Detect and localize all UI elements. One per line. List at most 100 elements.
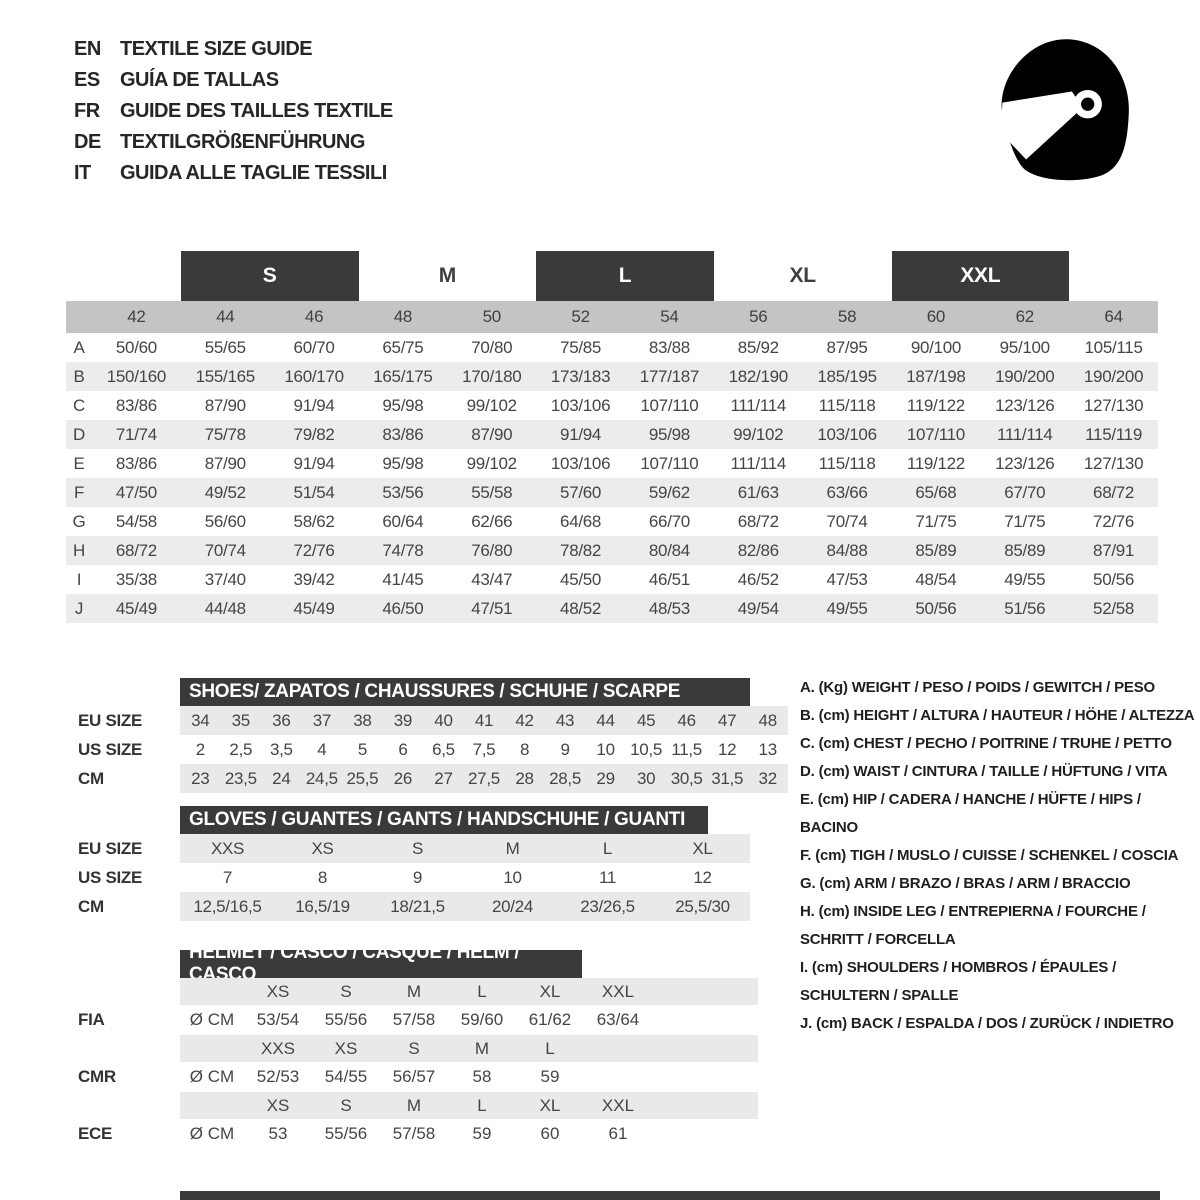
shoes-value: 28,5 [549, 768, 581, 788]
size-value: 41/45 [382, 569, 424, 589]
size-label-xxl: XXL [891, 251, 1070, 301]
helmet-size: S [340, 981, 352, 1001]
size-value: 47/53 [826, 569, 868, 589]
gloves-row-label: CM [78, 896, 104, 916]
legend-item: H. (cm) INSIDE LEG / ENTREPIERNA / FOURC… [800, 903, 1146, 948]
shoes-value: 43 [555, 710, 575, 730]
size-value: 50/60 [115, 337, 157, 357]
helmet-value: 53/54 [256, 1010, 300, 1029]
shoes-value: 30 [636, 768, 656, 788]
size-value: 95/98 [382, 453, 424, 473]
helmet-size: XS [334, 1038, 358, 1058]
helmet-value: 59 [472, 1124, 492, 1143]
language-title-block: EN TEXTILE SIZE GUIDE ES GUÍA DE TALLAS FR GU… [74, 34, 393, 189]
size-value: 61/63 [737, 482, 779, 502]
size-value: 50/56 [915, 598, 957, 618]
helmet-row-label [66, 1035, 180, 1062]
gloves-value: 9 [412, 867, 423, 887]
size-value: 68/72 [115, 540, 157, 560]
helmet-size: XL [539, 1095, 561, 1115]
legend-item: F. (cm) TIGH / MUSLO / CUISSE / SCHENKEL… [800, 847, 1179, 864]
helmet-value: 53 [268, 1124, 288, 1143]
helmet-unit-spacer [180, 978, 244, 1005]
helmet-sizes-cells: XS S M L XL XXL [180, 978, 758, 1005]
row-letter: J [74, 598, 84, 618]
size-value: 123/126 [995, 453, 1055, 473]
shoes-value: 8 [519, 739, 530, 759]
helmet-size: L [545, 1038, 555, 1058]
shoes-value: 7,5 [472, 739, 496, 759]
language-title-row: DE TEXTILGRÖßENFÜHRUNG [74, 127, 393, 158]
helmet-value: 55/56 [324, 1124, 368, 1143]
gloves-row-cm: CM 12,5/16,5 16,5/19 18/21,5 20/24 23/26,5 25,… [66, 892, 750, 921]
guide-title: GUIDE DES TAILLES TEXTILE [120, 100, 393, 122]
helmet-value: 58 [472, 1067, 492, 1086]
shoes-row-cells: 23 23,5 24 24,5 25,5 26 27 27,5 28 28,5 29 30 30,5 31… [180, 764, 788, 793]
size-value: 75/78 [204, 424, 246, 444]
shoes-row-label: EU SIZE [78, 710, 143, 730]
helmet-size: L [477, 981, 487, 1001]
size-value: 119/122 [906, 453, 965, 473]
guide-title: TEXTILGRÖßENFÜHRUNG [120, 131, 365, 153]
size-value: 53/56 [382, 482, 424, 502]
helmet-value: 60 [540, 1124, 560, 1143]
size-value: 82/86 [737, 540, 779, 560]
shoes-value: 10,5 [630, 739, 663, 759]
helmet-size: M [406, 1095, 422, 1115]
shoes-value: 26 [393, 768, 413, 788]
gloves-value: S [411, 838, 424, 858]
size-value: 52/58 [1093, 598, 1135, 618]
size-value: 119/122 [906, 395, 965, 415]
size-value: 115/119 [1085, 424, 1142, 444]
helmet-unit-spacer [180, 1035, 244, 1062]
shoes-value: 3,5 [269, 739, 293, 759]
guide-title: TEXTILE SIZE GUIDE [120, 38, 313, 60]
size-value: 111/114 [730, 453, 787, 473]
size-value: 67/70 [1004, 482, 1046, 502]
legend-item: I. (cm) SHOULDERS / HOMBROS / ÉPAULES / … [800, 959, 1117, 1004]
size-value: 83/86 [115, 453, 157, 473]
shoes-value: 34 [191, 710, 210, 730]
size-value: 49/52 [204, 482, 246, 502]
gloves-table: GLOVES / GUANTES / GANTS / HANDSCHUHE / … [66, 806, 750, 921]
language-title-row: FR GUIDE DES TAILLES TEXTILE [74, 96, 393, 127]
size-value: 170/180 [462, 366, 522, 386]
size-value: 79/82 [293, 424, 335, 444]
shoes-value: 6 [398, 739, 408, 759]
shoes-value: 36 [272, 710, 291, 730]
gloves-value: M [505, 838, 520, 858]
size-value: 87/90 [471, 424, 513, 444]
shoes-value: 10 [596, 739, 615, 759]
numeric-size: 60 [926, 307, 946, 326]
size-value: 59/62 [648, 482, 690, 502]
gloves-value: 8 [317, 867, 328, 887]
main-row-E: E 83/86 87/90 91/94 95/98 99/102 103/106 107/11… [66, 449, 1158, 478]
main-size-table-body: A 50/60 55/65 60/70 65/75 70/80 75/85 83/88 85/9… [66, 333, 1158, 623]
shoes-value: 13 [758, 739, 778, 759]
main-row-H: H 68/72 70/74 72/76 74/78 76/80 78/82 80/84 82/8… [66, 536, 1158, 565]
size-value: 99/102 [466, 453, 518, 473]
size-label-s: S [180, 251, 359, 301]
main-row-C: C 83/86 87/90 91/94 95/98 99/102 103/106 107/11… [66, 391, 1158, 420]
helmet-size: M [406, 981, 422, 1001]
helmet-value: 52/53 [256, 1067, 300, 1086]
gloves-row-label: US SIZE [78, 867, 143, 887]
size-value: 185/195 [817, 366, 877, 386]
size-value: 111/114 [996, 424, 1053, 444]
size-value: 103/106 [817, 424, 877, 444]
size-value: 58/62 [293, 511, 335, 531]
shoes-value: 25,5 [346, 768, 379, 788]
size-value: 55/65 [204, 337, 246, 357]
language-code: FR [74, 100, 100, 122]
shoes-value: 41 [474, 710, 494, 730]
size-value: 78/82 [560, 540, 602, 560]
gloves-value: 12,5/16,5 [193, 896, 262, 916]
main-row-G: G 54/58 56/60 58/62 60/64 62/66 64/68 66/70 68/7… [66, 507, 1158, 536]
row-letter: H [73, 540, 85, 560]
shoes-value: 23,5 [224, 768, 257, 788]
legend-item: E. (cm) HIP / CADERA / HANCHE / HÜFTE / … [800, 791, 1141, 836]
language-code: EN [74, 38, 101, 60]
numeric-size-band: 42 44 46 48 50 52 54 56 58 60 62 64 [66, 301, 1158, 333]
helmet-sizes-row-cmr: XXS XS S M L [66, 1035, 758, 1062]
shoes-table-title: SHOES/ ZAPATOS / CHAUSSURES / SCHUHE / S… [180, 678, 750, 706]
